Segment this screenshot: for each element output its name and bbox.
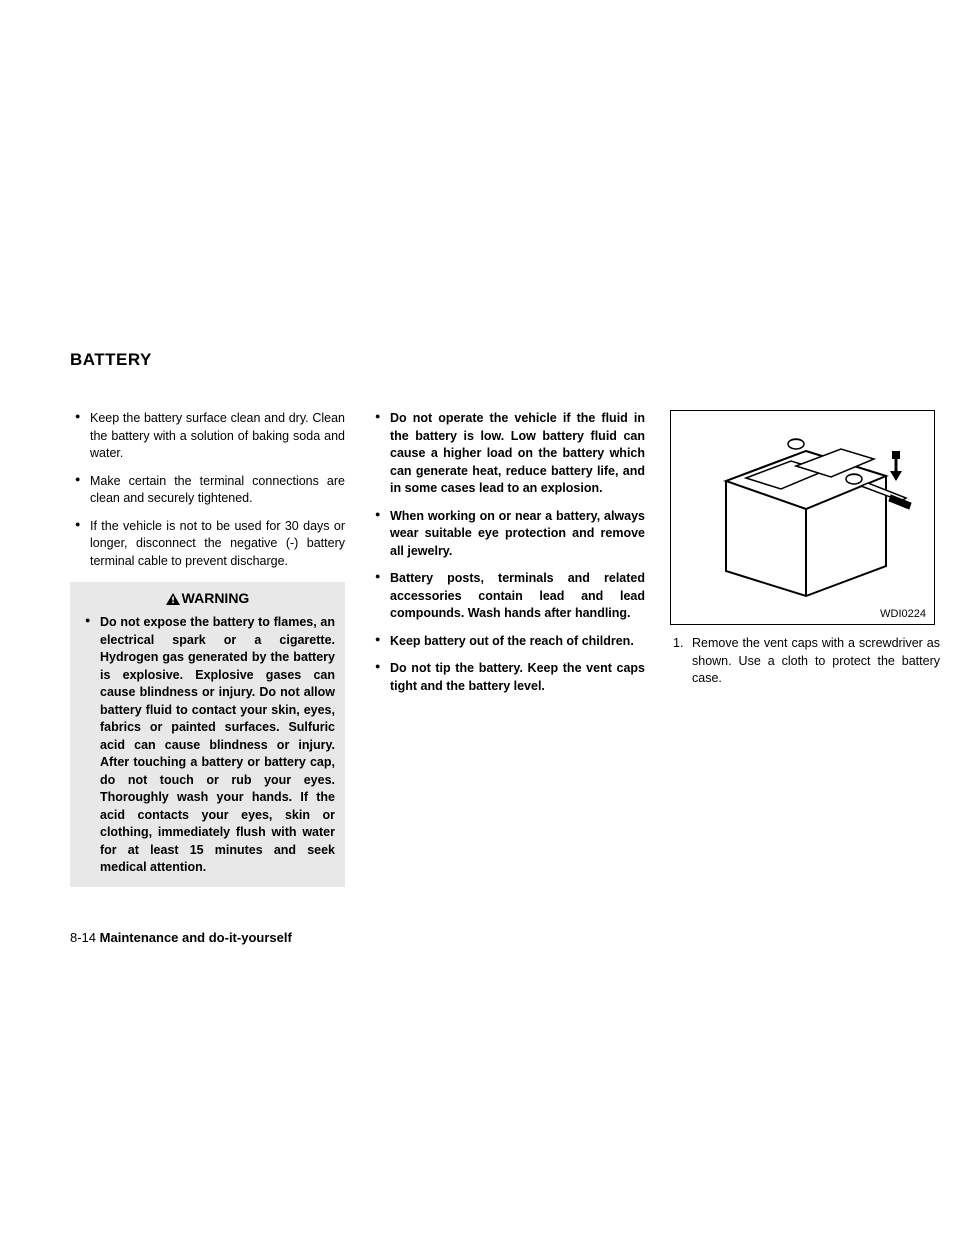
list-item: Keep battery out of the reach of childre… — [370, 633, 645, 651]
list-item: Do not operate the vehicle if the fluid … — [370, 410, 645, 498]
column-1: Keep the battery surface clean and dry. … — [70, 410, 345, 887]
warning-header: WARNING — [80, 590, 335, 606]
item-text: Remove the vent caps with a screwdriver … — [692, 636, 940, 685]
warning-label: WARNING — [182, 590, 250, 606]
section-title: BATTERY — [70, 350, 914, 370]
list-item: Do not tip the battery. Keep the vent ca… — [370, 660, 645, 695]
list-item: Keep the battery surface clean and dry. … — [70, 410, 345, 463]
content-columns: Keep the battery surface clean and dry. … — [70, 410, 914, 887]
column-2: Do not operate the vehicle if the fluid … — [370, 410, 645, 887]
warning-bullets: Do not expose the battery to flames, an … — [80, 614, 335, 877]
intro-bullets: Keep the battery surface clean and dry. … — [70, 410, 345, 570]
instructions-list: 1. Remove the vent caps with a screwdrive… — [670, 635, 940, 688]
warning-icon — [166, 593, 180, 605]
list-item: If the vehicle is not to be used for 30 … — [70, 518, 345, 571]
page-number: 8-14 — [70, 930, 96, 945]
list-item: Do not expose the battery to flames, an … — [80, 614, 335, 877]
list-item: Battery posts, terminals and related acc… — [370, 570, 645, 623]
page-footer: 8-14 Maintenance and do-it-yourself — [70, 930, 292, 945]
column-3: WDI0224 1. Remove the vent caps with a sc… — [670, 410, 940, 887]
list-item: Make certain the terminal connections ar… — [70, 473, 345, 508]
list-item: 1. Remove the vent caps with a screwdrive… — [670, 635, 940, 688]
figure-label: WDI0224 — [880, 608, 926, 620]
battery-illustration — [696, 421, 916, 601]
warning-block: WARNING Do not expose the battery to fla… — [70, 582, 345, 887]
footer-section-title: Maintenance and do-it-yourself — [100, 930, 292, 945]
item-number: 1. — [673, 635, 683, 653]
list-item: When working on or near a battery, alway… — [370, 508, 645, 561]
warning-bullets-continued: Do not operate the vehicle if the fluid … — [370, 410, 645, 695]
battery-figure: WDI0224 — [670, 410, 935, 625]
